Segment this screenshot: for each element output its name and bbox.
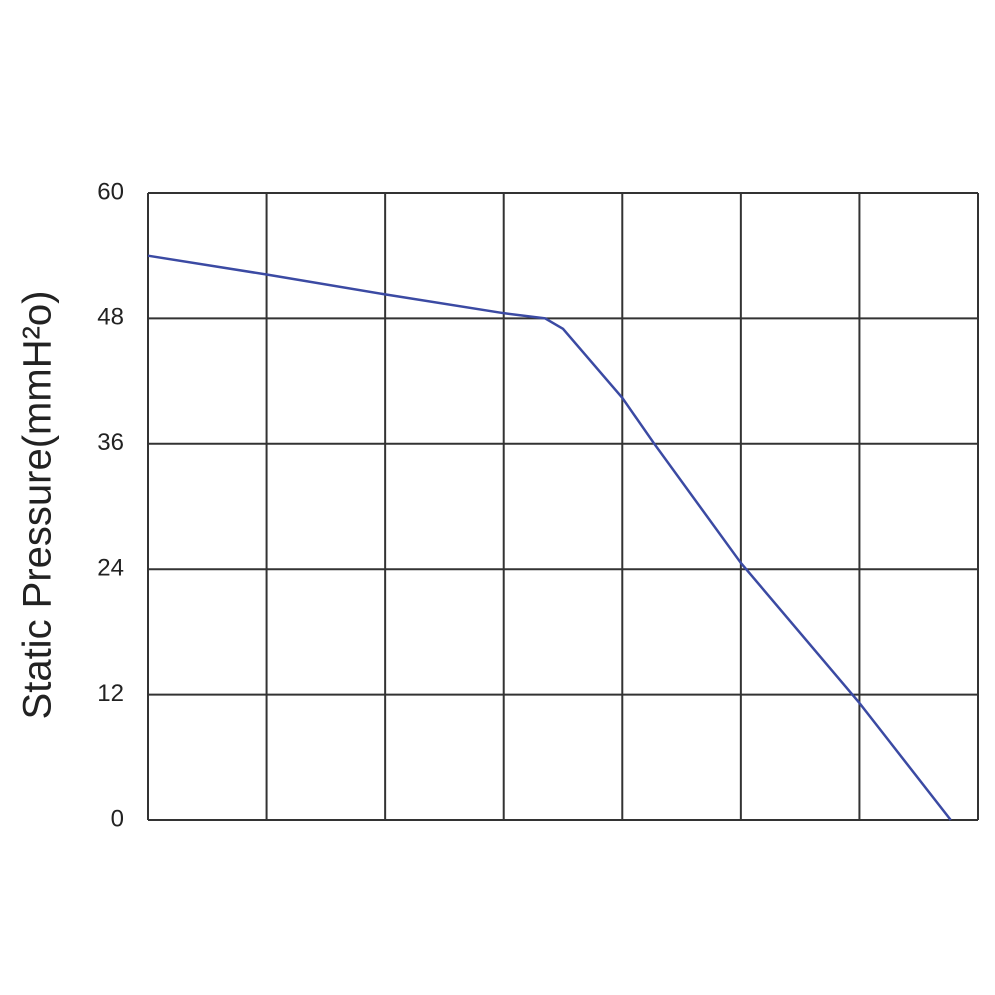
y-tick-label: 24 xyxy=(97,555,124,582)
y-tick-label: 36 xyxy=(97,429,124,456)
y-tick-label: 0 xyxy=(111,805,124,832)
y-tick-label: 60 xyxy=(97,178,124,205)
y-axis-label: Static Pressure(mmH²o) xyxy=(16,291,60,720)
data-line xyxy=(147,254,952,821)
y-tick-label: 48 xyxy=(97,304,124,331)
y-tick-label: 12 xyxy=(97,680,124,707)
